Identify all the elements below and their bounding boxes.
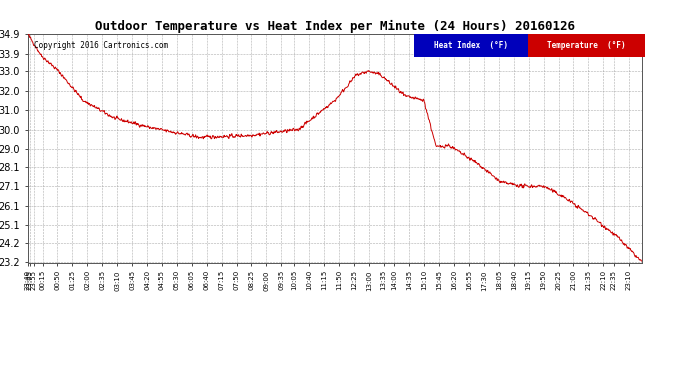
Text: Temperature  (°F): Temperature (°F) xyxy=(547,41,626,50)
Text: Heat Index  (°F): Heat Index (°F) xyxy=(434,41,509,50)
Title: Outdoor Temperature vs Heat Index per Minute (24 Hours) 20160126: Outdoor Temperature vs Heat Index per Mi… xyxy=(95,20,575,33)
Text: Copyright 2016 Cartronics.com: Copyright 2016 Cartronics.com xyxy=(34,40,168,50)
Bar xyxy=(415,34,528,57)
Bar xyxy=(528,34,644,57)
